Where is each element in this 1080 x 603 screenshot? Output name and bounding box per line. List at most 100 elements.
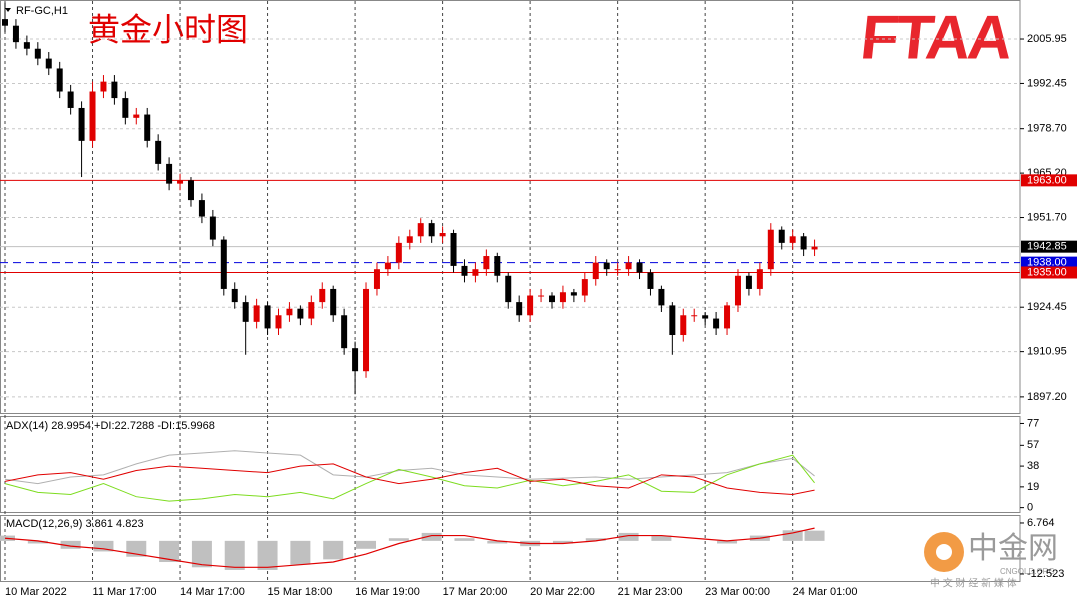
candle-body [811,246,818,250]
candle-body [198,200,205,217]
candle-body [636,262,643,273]
histogram-bar [651,535,672,541]
candle-body [669,305,676,336]
candle-body [691,315,698,317]
y-tick-label: 38 [1027,460,1039,472]
candle-body [592,262,599,280]
candle-body [778,229,785,243]
candle-body [505,275,512,303]
level-box [1021,174,1077,187]
histogram-bar [224,540,245,570]
candle-body [133,114,140,118]
candle-body [187,180,194,201]
candle-body [450,233,457,266]
y-tick-label: 6.764 [1027,517,1055,529]
candle-body [439,233,446,237]
candle-body [581,279,588,296]
candle-body [483,256,490,270]
indicator-line [4,454,815,502]
histogram-bar [487,540,508,544]
candle-body [800,236,807,250]
candle-body [34,48,41,59]
candle-body [494,256,501,276]
candle-body [472,269,479,276]
x-tick-label: 15 Mar 18:00 [268,586,333,598]
histogram-bar [356,540,377,549]
candle-body [680,315,687,336]
main-panel [0,0,1021,414]
candle-body [89,91,96,141]
level-label: 1938.00 [1027,257,1067,269]
candle-body [395,242,402,263]
y-tick-label: 1897.20 [1027,391,1067,403]
candle-body [308,302,315,319]
level-box [1021,256,1077,269]
histogram-bar [323,540,344,560]
symbol: RF-GC,H1 [16,5,68,17]
x-tick-label: 21 Mar 23:00 [618,586,683,598]
candle-body [745,275,752,289]
candle-body [122,98,129,118]
candle-body [363,288,370,372]
candle-body [756,269,763,289]
histogram-bar [159,540,180,563]
y-tick-label: -12.523 [1027,568,1064,580]
candle-body [264,305,271,329]
x-tick-label: 10 Mar 2022 [5,586,67,598]
candle-body [603,262,610,270]
y-tick-label: 77 [1027,417,1039,429]
indicator-line [4,463,815,496]
candle-body [352,348,359,372]
candle-body [177,180,184,184]
candle-body [789,236,796,243]
signal-line [4,527,815,568]
candle-body [625,262,632,270]
histogram-bar [804,530,825,541]
macd-title: MACD(12,26,9) 3.861 4.823 [6,518,144,530]
candle-body [734,275,741,306]
histogram-bar [782,530,803,541]
candle-body [111,81,118,99]
candle-body [297,308,304,319]
indicator-line [4,450,815,485]
candle-body [144,114,151,141]
candle-body [155,140,162,164]
histogram-bar [27,540,48,544]
candle-body [319,288,326,303]
y-tick-label: 57 [1027,439,1039,451]
candle-body [78,107,85,141]
histogram-bar [93,540,114,552]
level-box [1021,266,1077,279]
level-label: 1935.00 [1027,266,1067,278]
histogram-bar [454,538,475,541]
x-tick-label: 14 Mar 17:00 [180,586,245,598]
histogram-bar [618,532,639,541]
histogram-bar [585,538,606,541]
level-label: 1963.00 [1027,174,1067,186]
candle-body [702,315,709,319]
candle-body [461,265,468,276]
logo: FTAA [857,4,1015,73]
histogram-bar [191,540,212,568]
candle-body [647,272,654,289]
candle-body [275,315,282,329]
y-tick-label: 2005.95 [1027,33,1067,45]
candle-body [209,216,216,240]
candle-body [231,288,238,303]
candle-body [559,292,566,303]
chart-title: 黄金小时图 [88,11,248,49]
level-label: 1942.85 [1027,241,1067,253]
level-box [1021,240,1077,253]
candle-body [516,302,523,316]
candle-body [253,305,260,322]
candle-body [428,223,435,237]
candle-body [373,269,380,289]
candle-body [242,302,249,322]
histogram-bar [60,540,81,549]
candle-body [2,19,8,26]
adx-title: ADX(14) 28.9954 +DI:22.7288 -DI:15.9968 [6,420,215,432]
x-tick-label: 16 Mar 19:00 [355,586,420,598]
x-tick-label: 11 Mar 17:00 [93,586,157,598]
candle-body [166,163,173,184]
candle-body [658,288,665,306]
